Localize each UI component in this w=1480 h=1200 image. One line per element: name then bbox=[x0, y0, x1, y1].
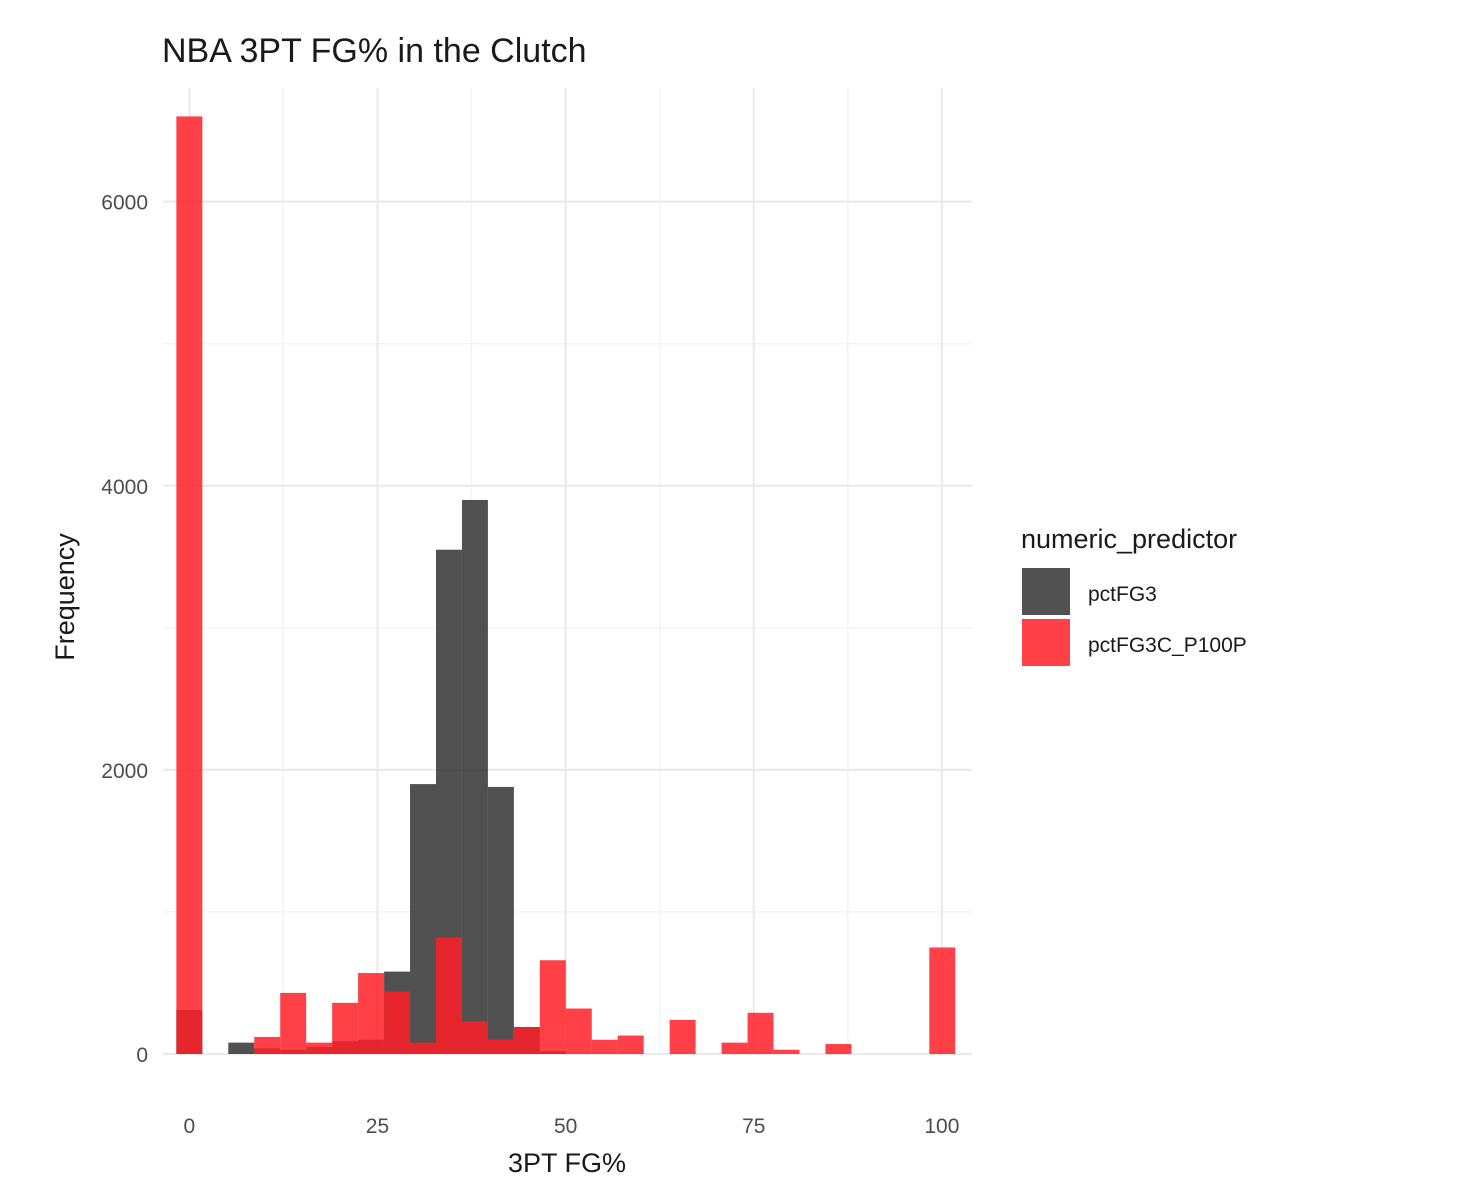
histogram-bar-pctFG3C_P100P bbox=[617, 1035, 644, 1054]
histogram-bars bbox=[176, 116, 956, 1055]
x-tick-label: 75 bbox=[742, 1115, 765, 1138]
histogram-bar-pctFG3C_P100P bbox=[721, 1042, 748, 1054]
histogram-bar-pctFG3C_P100P bbox=[358, 973, 385, 1054]
legend-label-pctFG3: pctFG3 bbox=[1088, 583, 1157, 606]
histogram-bar-pctFG3C_P100P bbox=[254, 1036, 281, 1054]
histogram-bar-pctFG3C_P100P bbox=[176, 116, 203, 1055]
histogram-bar-pctFG3C_P100P bbox=[773, 1049, 800, 1054]
x-tick-label: 25 bbox=[366, 1115, 389, 1138]
chart-title: NBA 3PT FG% in the Clutch bbox=[162, 32, 587, 70]
histogram-bar-pctFG3C_P100P bbox=[825, 1044, 852, 1054]
histogram-bar-pctFG3 bbox=[228, 1042, 255, 1054]
histogram-bar-pctFG3C_P100P bbox=[929, 947, 956, 1054]
y-tick-label: 2000 bbox=[101, 760, 148, 783]
y-tick-label: 6000 bbox=[101, 192, 148, 215]
histogram-bar-pctFG3C_P100P bbox=[306, 1042, 333, 1054]
histogram-bar-pctFG3C_P100P bbox=[591, 1039, 618, 1054]
histogram-bar-pctFG3C_P100P bbox=[461, 1021, 488, 1054]
histogram-bar-pctFG3C_P100P bbox=[410, 1042, 436, 1054]
histogram-bar-pctFG3 bbox=[487, 786, 514, 1054]
legend-key-pctFG3C_P100P bbox=[1022, 619, 1070, 666]
legend-title: numeric_predictor bbox=[1021, 524, 1237, 554]
histogram-bar-pctFG3 bbox=[461, 499, 488, 1054]
grid-lines bbox=[163, 88, 972, 1056]
histogram-bar-pctFG3 bbox=[410, 784, 436, 1054]
y-axis-ticks: 0 2000 4000 6000 bbox=[101, 192, 148, 1067]
histogram-bar-pctFG3C_P100P bbox=[280, 992, 307, 1054]
histogram-bar-pctFG3C_P100P bbox=[565, 1008, 592, 1054]
x-tick-label: 100 bbox=[924, 1115, 959, 1138]
histogram-bar-pctFG3C_P100P bbox=[539, 960, 566, 1054]
legend: numeric_predictor pctFG3 pctFG3C_P100P bbox=[1021, 524, 1247, 666]
x-tick-label: 50 bbox=[554, 1115, 577, 1138]
histogram-bar-pctFG3C_P100P bbox=[487, 1039, 514, 1054]
histogram-bar-pctFG3C_P100P bbox=[332, 1002, 359, 1054]
histogram-bar-pctFG3C_P100P bbox=[747, 1012, 774, 1054]
legend-key-pctFG3 bbox=[1022, 568, 1070, 615]
histogram-bar-pctFG3C_P100P bbox=[513, 1027, 540, 1054]
y-tick-label: 4000 bbox=[101, 476, 148, 499]
legend-label-pctFG3C_P100P: pctFG3C_P100P bbox=[1088, 634, 1247, 657]
histogram-bar-pctFG3C_P100P bbox=[669, 1019, 696, 1054]
y-tick-label: 0 bbox=[136, 1044, 148, 1067]
histogram-bar-pctFG3C_P100P bbox=[384, 991, 411, 1054]
y-axis-title: Frequency bbox=[50, 533, 80, 661]
x-axis-title: 3PT FG% bbox=[508, 1148, 626, 1178]
x-tick-label: 0 bbox=[183, 1115, 195, 1138]
x-axis-ticks: 0 25 50 75 100 bbox=[183, 1115, 959, 1138]
histogram-bar-pctFG3C_P100P bbox=[435, 937, 462, 1054]
